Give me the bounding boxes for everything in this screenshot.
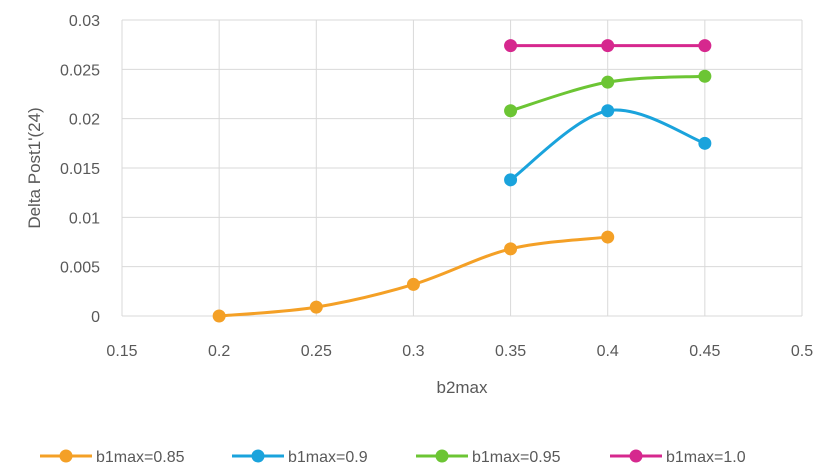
x-tick-label: 0.15 [106, 343, 137, 360]
y-tick-label: 0 [91, 309, 100, 326]
legend-swatch-marker [251, 449, 265, 463]
data-point [698, 136, 712, 150]
legend: b1max=0.85 b1max=0.9 b1max=0.95 b1max=1.0 [40, 449, 746, 466]
x-tick-label: 0.4 [597, 343, 619, 360]
y-tick-label: 0.005 [60, 260, 100, 277]
data-point [601, 39, 615, 53]
series-layer [212, 39, 712, 323]
legend-label: b1max=0.9 [288, 449, 368, 466]
x-axis-title: b2max [436, 378, 488, 397]
series-4 [504, 39, 712, 53]
legend-item: b1max=0.9 [232, 449, 368, 466]
legend-swatch-marker [59, 449, 73, 463]
legend-label: b1max=1.0 [666, 449, 746, 466]
legend-swatch-marker [435, 449, 449, 463]
legend-item: b1max=0.85 [40, 449, 185, 466]
data-point [504, 173, 518, 187]
x-tick-label: 0.25 [301, 343, 332, 360]
tick-labels: 0 0.005 0.01 0.015 0.02 0.025 0.03 0.15 0.2 0.25 0… [60, 13, 813, 360]
legend-item: b1max=1.0 [610, 449, 746, 466]
data-point [698, 39, 712, 53]
data-point [309, 300, 323, 314]
data-point [601, 230, 615, 244]
x-tick-label: 0.3 [402, 343, 424, 360]
data-point [601, 104, 615, 118]
legend-label: b1max=0.85 [96, 449, 185, 466]
legend-label: b1max=0.95 [472, 449, 561, 466]
x-tick-label: 0.5 [791, 343, 813, 360]
data-point [601, 75, 615, 89]
data-point [504, 104, 518, 118]
y-tick-label: 0.015 [60, 161, 100, 178]
y-tick-label: 0.02 [69, 112, 100, 129]
x-tick-label: 0.35 [495, 343, 526, 360]
y-axis-title: Delta Post1'(24) [25, 107, 44, 228]
data-point [406, 277, 420, 291]
y-tick-label: 0.03 [69, 13, 100, 30]
data-point [212, 309, 226, 323]
gridlines [121, 19, 803, 317]
data-point [504, 242, 518, 256]
x-tick-label: 0.45 [689, 343, 720, 360]
series-2 [504, 104, 712, 187]
data-point [504, 39, 518, 53]
y-tick-label: 0.01 [69, 210, 100, 227]
legend-item: b1max=0.95 [416, 449, 561, 466]
series-1 [212, 230, 615, 323]
y-tick-label: 0.025 [60, 62, 100, 79]
legend-swatch-marker [629, 449, 643, 463]
series-3 [504, 69, 712, 118]
x-tick-label: 0.2 [208, 343, 230, 360]
data-point [698, 69, 712, 83]
